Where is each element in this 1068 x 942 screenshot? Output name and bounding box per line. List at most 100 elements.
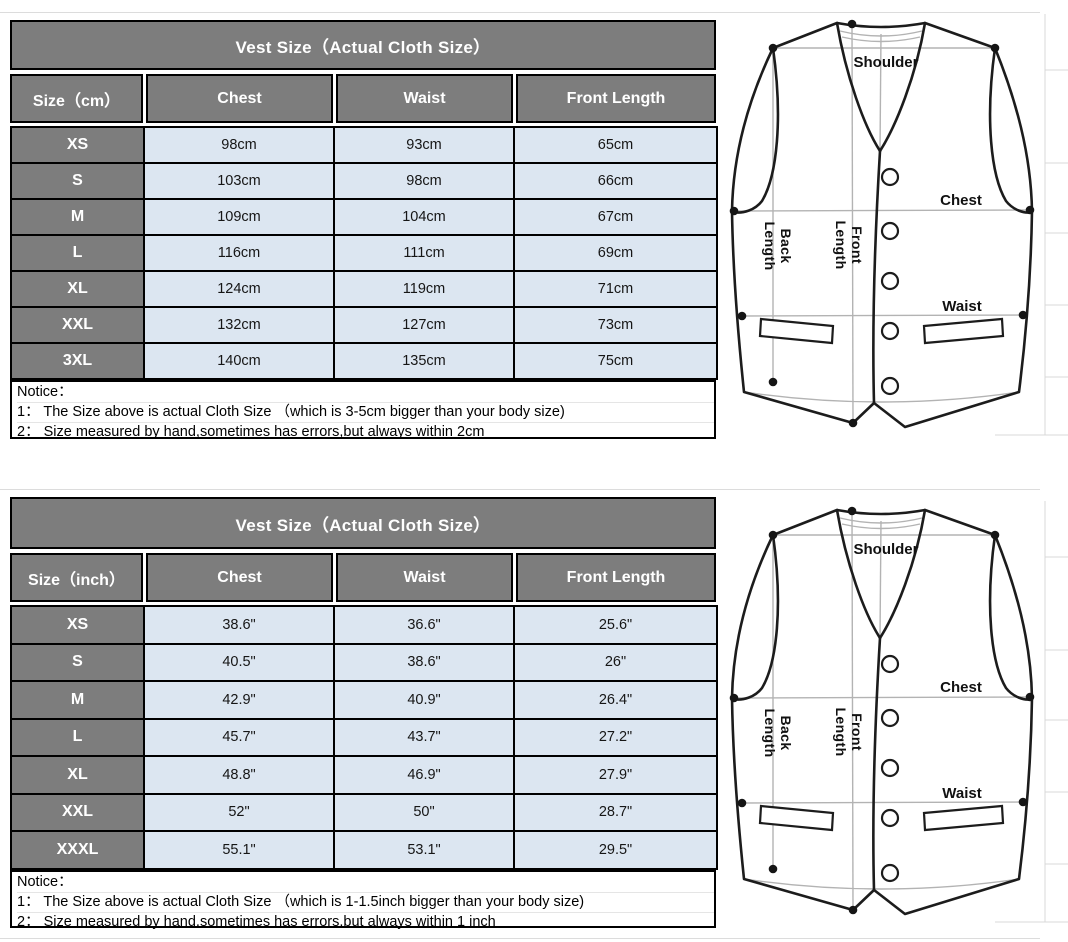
inch-table-header-row: Size（inch） Chest Waist Front Length: [10, 553, 716, 602]
chest-value-cell: 40.5": [143, 642, 335, 682]
waist-value-cell: 46.9": [333, 755, 515, 795]
column-header-chest: Chest: [146, 74, 333, 123]
table-row: XL 48.8" 46.9" 27.9": [10, 755, 718, 795]
front-length-label: Length: [833, 220, 849, 269]
measurement-dots: [729, 506, 1035, 915]
vest-outline: [730, 21, 1034, 429]
vest-buttons: [880, 654, 900, 883]
spreadsheet-gridline: [0, 12, 1040, 13]
chest-value-cell: 132cm: [143, 306, 335, 344]
size-label-cell: M: [10, 198, 145, 236]
spreadsheet-grid: [995, 501, 1068, 923]
back-length-label: Back: [778, 228, 794, 263]
spreadsheet-grid: [995, 14, 1068, 436]
waist-value-cell: 135cm: [333, 342, 515, 380]
waist-value-cell: 50": [333, 792, 515, 832]
table-row: XS 38.6" 36.6" 25.6": [10, 605, 718, 645]
front-length-value-cell: 65cm: [513, 126, 718, 164]
shoulder-label: Shoulder: [853, 541, 918, 558]
waist-value-cell: 38.6": [333, 642, 515, 682]
size-label-cell: S: [10, 162, 145, 200]
vest-measurement-diagram: Shoulder Chest Waist Back Length Front L…: [729, 501, 1068, 923]
notice-title: Notice：: [17, 384, 73, 400]
inch-size-table-panel: Vest Size（Actual Cloth Size） Size（inch） …: [10, 497, 718, 930]
table-row: XXXL 55.1" 53.1" 29.5": [10, 830, 718, 870]
front-length-value-cell: 25.6": [513, 605, 718, 645]
waist-label: Waist: [942, 785, 981, 802]
size-label-cell: S: [10, 642, 145, 682]
vest-outline: [730, 508, 1034, 916]
column-header-size: Size（inch）: [10, 553, 143, 602]
waist-value-cell: 127cm: [333, 306, 515, 344]
spreadsheet-gridline: [0, 938, 1040, 939]
front-length-value-cell: 28.7": [513, 792, 718, 832]
front-length-value-cell: 27.9": [513, 755, 718, 795]
size-label-cell: XXL: [10, 792, 145, 832]
size-label-cell: XXL: [10, 306, 145, 344]
cm-table-title: Vest Size（Actual Cloth Size）: [10, 20, 716, 70]
table-row: XS 98cm 93cm 65cm: [10, 126, 718, 164]
cm-table-header-row: Size（cm） Chest Waist Front Length: [10, 74, 716, 123]
column-header-front-length: Front Length: [516, 74, 716, 123]
vest-measurement-diagram: Shoulder Chest Waist Back Length Front L…: [729, 14, 1068, 436]
cm-size-table-panel: Vest Size（Actual Cloth Size） Size（cm） Ch…: [10, 20, 718, 440]
size-label-cell: 3XL: [10, 342, 145, 380]
chest-value-cell: 45.7": [143, 717, 335, 757]
column-header-waist: Waist: [336, 553, 513, 602]
size-label-cell: XXXL: [10, 830, 145, 870]
table-row: XXL 132cm 127cm 73cm: [10, 306, 718, 344]
cm-size-table: XS 98cm 93cm 65cm S 103cm 98cm 66cm M 10…: [10, 126, 718, 380]
measurement-lines: [733, 25, 1031, 423]
vest-pockets: [758, 317, 1005, 345]
notice-title: Notice：: [17, 873, 73, 890]
chest-value-cell: 48.8": [143, 755, 335, 795]
front-length-label: Front: [849, 226, 865, 264]
waist-value-cell: 104cm: [333, 198, 515, 236]
column-header-waist: Waist: [336, 74, 513, 123]
front-length-value-cell: 27.2": [513, 717, 718, 757]
waist-value-cell: 98cm: [333, 162, 515, 200]
chest-value-cell: 38.6": [143, 605, 335, 645]
table-row: M 109cm 104cm 67cm: [10, 198, 718, 236]
vest-pockets: [758, 804, 1005, 832]
size-label-cell: XL: [10, 755, 145, 795]
notice-box: Notice： 1： The Size above is actual Clot…: [10, 380, 716, 440]
chest-label: Chest: [940, 192, 982, 209]
front-length-label: Length: [833, 707, 849, 756]
waist-value-cell: 111cm: [333, 234, 515, 272]
table-row: XL 124cm 119cm 71cm: [10, 270, 718, 308]
vest-buttons: [880, 167, 900, 396]
chest-value-cell: 124cm: [143, 270, 335, 308]
waist-value-cell: 40.9": [333, 680, 515, 720]
back-length-label: Length: [762, 221, 778, 270]
waist-value-cell: 43.7": [333, 717, 515, 757]
front-length-value-cell: 26": [513, 642, 718, 682]
size-label-cell: XS: [10, 605, 145, 645]
measurement-dots: [729, 19, 1035, 428]
front-length-value-cell: 75cm: [513, 342, 718, 380]
front-length-value-cell: 29.5": [513, 830, 718, 870]
chest-value-cell: 140cm: [143, 342, 335, 380]
measurement-lines: [733, 512, 1031, 910]
column-header-size: Size（cm）: [10, 74, 143, 123]
back-length-label: Length: [762, 708, 778, 757]
waist-label: Waist: [942, 298, 981, 315]
inch-table-title: Vest Size（Actual Cloth Size）: [10, 497, 716, 549]
notice-item: 2： Size measured by hand,sometimes has e…: [17, 911, 714, 932]
notice-item: 1： The Size above is actual Cloth Size （…: [17, 402, 714, 422]
chest-value-cell: 42.9": [143, 680, 335, 720]
notice-item: 1： The Size above is actual Cloth Size （…: [17, 891, 714, 912]
front-length-value-cell: 73cm: [513, 306, 718, 344]
table-row: XXL 52" 50" 28.7": [10, 792, 718, 832]
inch-size-table: XS 38.6" 36.6" 25.6" S 40.5" 38.6" 26" M…: [10, 605, 718, 870]
front-length-value-cell: 69cm: [513, 234, 718, 272]
table-row: S 103cm 98cm 66cm: [10, 162, 718, 200]
size-label-cell: XS: [10, 126, 145, 164]
size-label-cell: L: [10, 234, 145, 272]
front-length-value-cell: 66cm: [513, 162, 718, 200]
waist-value-cell: 53.1": [333, 830, 515, 870]
chest-value-cell: 109cm: [143, 198, 335, 236]
front-length-value-cell: 26.4": [513, 680, 718, 720]
chest-value-cell: 98cm: [143, 126, 335, 164]
